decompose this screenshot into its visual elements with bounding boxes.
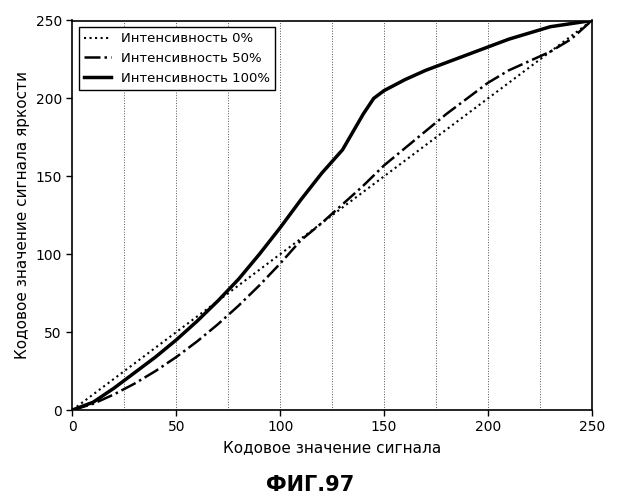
Интенсивность 50% bbox=[255, 282, 263, 288]
Интенсивность 50% bbox=[547, 48, 554, 54]
Legend: Интенсивность 0%, Интенсивность 50%, Интенсивность 100%: Интенсивность 0%, Интенсивность 50%, Инт… bbox=[79, 27, 275, 90]
Интенсивность 100% bbox=[567, 20, 575, 26]
Интенсивность 100% bbox=[370, 96, 378, 102]
Интенсивность 50% bbox=[131, 380, 138, 386]
Интенсивность 100% bbox=[110, 385, 118, 391]
Интенсивность 50% bbox=[89, 401, 97, 407]
Интенсивность 50% bbox=[297, 237, 304, 243]
Интенсивность 100% bbox=[69, 407, 76, 413]
Интенсивность 50% bbox=[588, 18, 596, 24]
Интенсивность 50% bbox=[443, 111, 450, 117]
Интенсивность 50% bbox=[401, 146, 409, 152]
Интенсивность 50% bbox=[152, 368, 159, 374]
Интенсивность 50% bbox=[484, 80, 492, 86]
Интенсивность 100% bbox=[443, 60, 450, 66]
Интенсивность 50% bbox=[110, 392, 118, 398]
Интенсивность 50% bbox=[360, 182, 367, 188]
Интенсивность 100% bbox=[588, 18, 596, 24]
Интенсивность 50% bbox=[339, 202, 346, 207]
Интенсивность 100% bbox=[464, 52, 471, 58]
Интенсивность 100% bbox=[277, 224, 284, 230]
Интенсивность 100% bbox=[235, 276, 242, 282]
Интенсивность 100% bbox=[193, 318, 201, 324]
Интенсивность 100% bbox=[401, 76, 409, 82]
Интенсивность 50% bbox=[193, 338, 201, 344]
Интенсивность 50% bbox=[318, 220, 326, 226]
Интенсивность 50% bbox=[464, 96, 471, 102]
Line: Интенсивность 100%: Интенсивность 100% bbox=[73, 20, 592, 410]
Интенсивность 50% bbox=[69, 407, 76, 413]
Интенсивность 100% bbox=[422, 68, 429, 73]
Интенсивность 100% bbox=[131, 370, 138, 376]
Интенсивность 100% bbox=[214, 298, 221, 304]
Интенсивность 100% bbox=[526, 30, 533, 36]
Интенсивность 100% bbox=[255, 251, 263, 257]
Text: ФИГ.97: ФИГ.97 bbox=[266, 475, 354, 495]
Интенсивность 100% bbox=[360, 111, 367, 117]
Интенсивность 100% bbox=[339, 147, 346, 153]
Интенсивность 100% bbox=[297, 196, 304, 202]
Интенсивность 50% bbox=[380, 162, 388, 168]
Интенсивность 50% bbox=[567, 36, 575, 42]
Интенсивность 50% bbox=[172, 354, 180, 360]
Интенсивность 50% bbox=[422, 128, 429, 134]
Интенсивность 100% bbox=[152, 354, 159, 360]
Интенсивность 50% bbox=[505, 68, 513, 73]
Интенсивность 100% bbox=[89, 399, 97, 405]
Интенсивность 100% bbox=[380, 88, 388, 94]
Интенсивность 100% bbox=[547, 24, 554, 30]
Интенсивность 100% bbox=[172, 337, 180, 343]
Интенсивность 50% bbox=[214, 322, 221, 328]
Интенсивность 100% bbox=[484, 44, 492, 50]
Line: Интенсивность 50%: Интенсивность 50% bbox=[73, 20, 592, 410]
Y-axis label: Кодовое значение сигнала яркости: Кодовое значение сигнала яркости bbox=[15, 72, 30, 360]
X-axis label: Кодовое значение сигнала: Кодовое значение сигнала bbox=[223, 440, 441, 455]
Интенсивность 50% bbox=[526, 58, 533, 64]
Интенсивность 50% bbox=[277, 260, 284, 266]
Интенсивность 100% bbox=[318, 170, 326, 176]
Интенсивность 50% bbox=[235, 302, 242, 308]
Интенсивность 100% bbox=[505, 36, 513, 42]
